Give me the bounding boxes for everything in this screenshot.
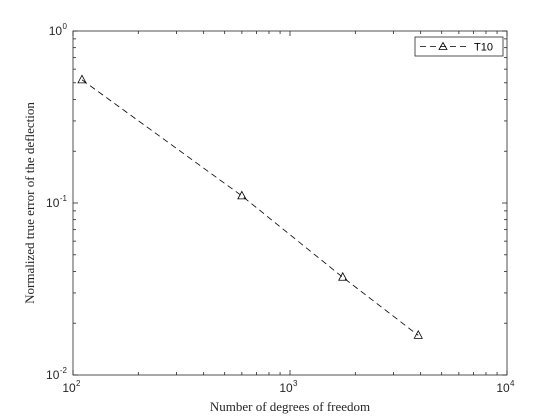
legend-box xyxy=(414,36,504,57)
x-axis-label: Number of degrees of freedom xyxy=(210,399,370,414)
plot-area xyxy=(72,30,508,376)
y-tick-label: 10 xyxy=(46,196,60,210)
data-point-triangle xyxy=(338,271,348,281)
y-tick-label: 10 xyxy=(46,368,60,382)
y-tick-label-exponent: -2 xyxy=(60,366,68,375)
legend: T10 xyxy=(414,36,504,57)
x-tick-label-exponent: 4 xyxy=(510,379,515,388)
x-tick-label: 10 xyxy=(279,381,293,395)
legend-marker-triangle xyxy=(438,41,448,50)
y-tick-label: 10 xyxy=(49,24,63,38)
x-tick-label: 10 xyxy=(62,381,76,395)
y-tick-label-exponent: -1 xyxy=(60,194,68,203)
series-layer xyxy=(77,74,423,339)
data-point-triangle xyxy=(237,190,247,200)
data-point-triangle xyxy=(413,330,423,339)
series-line-t10 xyxy=(81,79,419,336)
data-point-triangle xyxy=(77,74,87,84)
axis-ticks xyxy=(72,30,508,376)
x-tick-label-exponent: 3 xyxy=(293,379,298,388)
x-tick-label: 10 xyxy=(496,381,510,395)
y-tick-label-exponent: 0 xyxy=(63,22,68,31)
legend-label-t10: T10 xyxy=(474,42,493,54)
x-tick-label-exponent: 2 xyxy=(76,379,81,388)
y-axis-label: Normalized true error of the deflection xyxy=(22,102,37,304)
